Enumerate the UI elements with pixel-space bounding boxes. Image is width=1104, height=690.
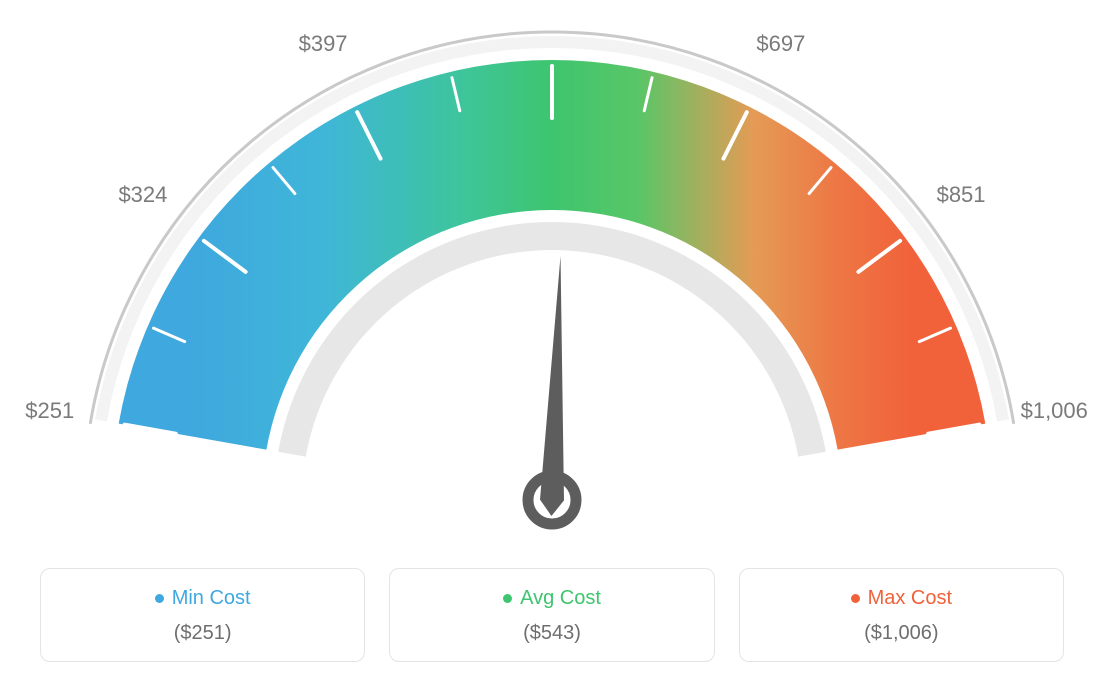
legend-card-avg: Avg Cost ($543) [389,568,714,662]
legend-card-max: Max Cost ($1,006) [739,568,1064,662]
gauge-tick-label: $697 [756,31,805,57]
legend-value-min: ($251) [51,622,354,645]
legend-title-text: Max Cost [868,587,952,610]
legend-title-text: Min Cost [172,587,251,610]
gauge-tick-label: $851 [937,182,986,208]
legend-card-min: Min Cost ($251) [40,568,365,662]
legend-row: Min Cost ($251) Avg Cost ($543) Max Cost… [40,568,1064,662]
legend-title-min: Min Cost [155,587,251,610]
gauge-tick-label: $324 [118,182,167,208]
gauge-tick-label: $397 [299,31,348,57]
legend-title-max: Max Cost [851,587,952,610]
dot-icon [155,594,164,603]
chart-container: $251 $324 $397 $543 $697 $851 $1,006 Min Cost … [0,0,1104,690]
gauge-area: $251 $324 $397 $543 $697 $851 $1,006 [0,0,1104,560]
gauge-tick-label: $251 [25,398,74,424]
dot-icon [851,594,860,603]
gauge-tick-label: $543 [528,0,577,3]
dot-icon [503,594,512,603]
legend-value-max: ($1,006) [750,622,1053,645]
legend-title-avg: Avg Cost [503,587,601,610]
legend-title-text: Avg Cost [520,587,601,610]
legend-value-avg: ($543) [400,622,703,645]
gauge-tick-label: $1,006 [1021,398,1088,424]
gauge-svg [0,0,1104,560]
